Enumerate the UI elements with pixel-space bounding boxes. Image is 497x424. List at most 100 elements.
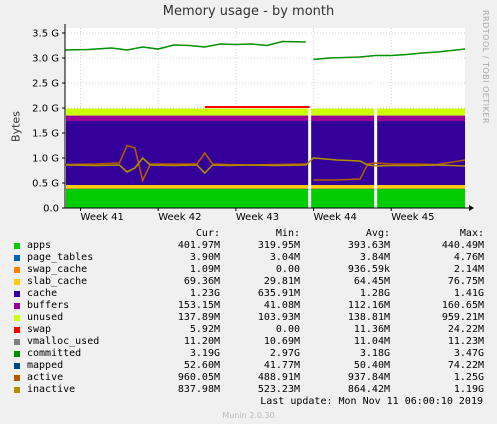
legend-row-committed: committed 3.19G 2.97G 3.18G 3.47G	[10, 348, 490, 360]
y-tick-label: 2.0 G	[32, 104, 59, 115]
header-avg: Avg:	[365, 228, 390, 239]
legend-min: 488.91M	[257, 372, 300, 383]
legend-name: committed	[27, 348, 82, 359]
legend-row-buffers: buffers 153.15M 41.08M 112.16M 160.65M	[10, 300, 490, 312]
legend-min: 0.00	[275, 324, 300, 335]
legend-row-apps: apps 401.97M 319.95M 393.63M 440.49M	[10, 240, 490, 252]
legend-min: 103.93M	[257, 312, 300, 323]
legend-name: inactive	[27, 384, 76, 395]
x-tick-label: Week 41	[81, 212, 124, 223]
legend-swatch	[14, 279, 20, 285]
area-cache	[66, 121, 465, 186]
y-tick-label: 3.0 G	[32, 54, 59, 65]
legend-row-page-tables: page_tables 3.90M 3.04M 3.84M 4.76M	[10, 252, 490, 264]
legend-name: apps	[27, 240, 52, 251]
legend-avg: 937.84M	[347, 372, 390, 383]
data-gap	[308, 28, 312, 208]
legend-name: cache	[27, 288, 58, 299]
legend-avg: 64.45M	[353, 276, 390, 287]
legend-cur: 137.89M	[177, 312, 220, 323]
legend-name: page_tables	[27, 252, 94, 263]
legend-avg: 936.59k	[347, 264, 390, 275]
legend-avg: 393.63M	[347, 240, 390, 251]
y-tick-label: 1.0 G	[32, 154, 59, 165]
line-committed	[313, 48, 466, 61]
line-active	[313, 159, 466, 181]
legend-swatch	[14, 339, 20, 345]
legend-max: 160.65M	[441, 300, 484, 311]
legend-cur: 837.98M	[177, 384, 220, 395]
legend-avg: 138.81M	[347, 312, 390, 323]
legend-name: swap	[27, 324, 52, 335]
legend-name: buffers	[27, 300, 70, 311]
legend-min: 0.00	[275, 264, 300, 275]
legend-max: 76.75M	[447, 276, 484, 287]
area-buffers	[66, 115, 465, 122]
legend-cur: 401.97M	[177, 240, 220, 251]
last-update: Last update: Mon Nov 11 06:00:10 2019	[260, 396, 483, 407]
chart-plot: 0.0 0.5 G 1.0 G 1.5 G 2.0 G 2.5 G 3.0 G 3.5 G We…	[32, 24, 474, 223]
legend-row-slab-cache: slab_cache 69.36M 29.81M 64.45M 76.75M	[10, 276, 490, 288]
legend-table: Cur: Min: Avg: Max: apps 401.97M 319.95M 39…	[10, 228, 490, 396]
legend-min: 10.69M	[263, 336, 300, 347]
legend-swatch	[14, 375, 20, 381]
legend-min: 41.08M	[263, 300, 300, 311]
legend-row-cache: cache 1.23G 635.91M 1.28G 1.41G	[10, 288, 490, 300]
legend-max: 440.49M	[441, 240, 484, 251]
legend-swatch	[14, 243, 20, 249]
legend-cur: 153.15M	[177, 300, 220, 311]
legend-name: active	[27, 372, 64, 383]
legend-max: 1.41G	[453, 288, 484, 299]
legend-swatch	[14, 303, 20, 309]
legend-cur: 1.23G	[189, 288, 220, 299]
x-tick-label: Week 45	[391, 212, 434, 223]
legend-name: mapped	[27, 360, 64, 371]
legend-max: 11.23M	[447, 336, 484, 347]
legend-swatch	[14, 327, 20, 333]
header-max: Max:	[459, 228, 484, 239]
legend-avg: 1.28G	[359, 288, 390, 299]
legend-max: 74.22M	[447, 360, 484, 371]
legend-swatch	[14, 291, 20, 297]
rrdtool-credit: RRDTOOL / TOBI OETIKER	[481, 10, 490, 125]
chart-title: Memory usage - by month	[162, 4, 335, 19]
x-tick-label: Week 44	[314, 212, 357, 223]
legend-cur: 3.19G	[189, 348, 220, 359]
legend-min: 319.95M	[257, 240, 300, 251]
legend-cur: 69.36M	[183, 276, 220, 287]
x-tick-label: Week 43	[236, 212, 279, 223]
legend-max: 959.21M	[441, 312, 484, 323]
header-min: Min:	[275, 228, 300, 239]
legend-row-swap-cache: swap_cache 1.09M 0.00 936.59k 2.14M	[10, 264, 490, 276]
legend-swatch	[14, 387, 20, 393]
legend-max: 1.19G	[453, 384, 484, 395]
legend-min: 41.77M	[263, 360, 300, 371]
legend-swatch	[14, 351, 20, 357]
legend-row-unused: unused 137.89M 103.93M 138.81M 959.21M	[10, 312, 490, 324]
legend-max: 4.76M	[453, 252, 484, 263]
line-committed	[64, 40, 306, 51]
line-inactive	[64, 156, 466, 175]
legend-min: 29.81M	[263, 276, 300, 287]
legend-swatch	[14, 315, 20, 321]
legend-avg: 3.84M	[359, 252, 390, 263]
y-tick-label: 0.5 G	[32, 179, 59, 190]
header-cur: Cur:	[195, 228, 220, 239]
x-tick-label: Week 42	[158, 212, 201, 223]
legend-avg: 50.40M	[353, 360, 390, 371]
legend-avg: 112.16M	[347, 300, 390, 311]
legend-min: 523.23M	[257, 384, 300, 395]
legend-min: 3.04M	[269, 252, 300, 263]
legend-cur: 960.05M	[177, 372, 220, 383]
data-gap	[374, 28, 378, 208]
legend-cur: 52.60M	[183, 360, 220, 371]
legend-header: Cur: Min: Avg: Max:	[10, 228, 490, 240]
area-apps	[66, 188, 465, 208]
legend-row-inactive: inactive 837.98M 523.23M 864.42M 1.19G	[10, 384, 490, 396]
legend-min: 2.97G	[269, 348, 300, 359]
legend-row-swap: swap 5.92M 0.00 11.36M 24.22M	[10, 324, 490, 336]
area-unused	[66, 108, 465, 116]
legend-avg: 11.36M	[353, 324, 390, 335]
legend-avg: 3.18G	[359, 348, 390, 359]
